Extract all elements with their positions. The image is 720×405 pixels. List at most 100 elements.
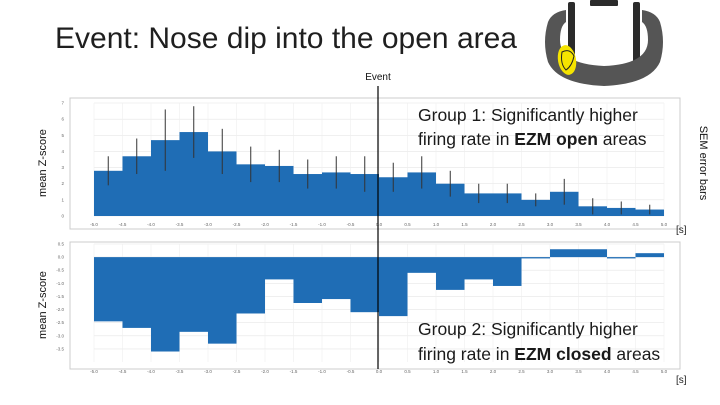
bottom-bar [179, 257, 208, 332]
top-annotation-pre: firing rate in [418, 129, 514, 149]
bottom-y-tick-label: -3.0 [56, 333, 64, 338]
bottom-bar [578, 249, 607, 258]
bottom-unit-label: [s] [676, 375, 687, 386]
bottom-bar [151, 257, 180, 352]
bottom-x-tick-label: 2.0 [490, 369, 497, 374]
bottom-bar [293, 257, 322, 303]
bottom-bars [94, 249, 664, 352]
top-y-tick-label: 3 [61, 165, 64, 170]
bottom-bar [122, 257, 151, 328]
top-bar [464, 193, 493, 216]
bottom-x-tick-label: 0.0 [376, 369, 383, 374]
top-bar [493, 193, 522, 216]
bottom-bar [493, 257, 522, 286]
top-error-bars [107, 106, 651, 215]
top-x-tick-label: 4.0 [604, 222, 611, 227]
bottom-x-tick-label: 3.5 [575, 369, 582, 374]
top-x-tick-label: 0.0 [376, 222, 383, 227]
bottom-bar [436, 257, 465, 290]
maze-top-bar [590, 0, 618, 6]
top-annotation-line2: firing rate in EZM open areas [418, 129, 647, 149]
bottom-bar [350, 257, 379, 313]
top-x-tick-label: -5.0 [90, 222, 98, 227]
top-y-tick-label: 5 [61, 133, 64, 138]
top-x-tick-label: -1.5 [290, 222, 298, 227]
bottom-bar [607, 257, 636, 259]
top-x-tick-label: -1.0 [318, 222, 326, 227]
bottom-bar [464, 257, 493, 280]
bottom-x-tick-label: -2.0 [261, 369, 269, 374]
mouse-icon [561, 50, 575, 71]
top-y-tick-labels: 0 1 2 3 4 5 6 7 [61, 101, 64, 219]
bottom-x-tick-label: -0.5 [347, 369, 355, 374]
top-x-tick-label: 0.5 [404, 222, 411, 227]
event-label: Event [365, 72, 391, 83]
bottom-annotation-post: areas [612, 344, 661, 364]
top-unit-label: [s] [676, 225, 687, 236]
top-y-tick-label: 7 [61, 101, 64, 106]
top-x-tick-label: 3.5 [575, 222, 582, 227]
bottom-annotation-line2: firing rate in EZM closed areas [418, 344, 660, 364]
bottom-x-tick-label: -3.0 [204, 369, 212, 374]
bottom-bar [635, 253, 664, 258]
bottom-x-tick-label: -3.5 [176, 369, 184, 374]
bottom-y-tick-label: 0.0 [58, 255, 65, 260]
top-y-tick-label: 0 [61, 214, 64, 219]
bottom-x-tick-label: 1.0 [433, 369, 440, 374]
top-x-tick-label: -4.5 [119, 222, 127, 227]
bottom-y-tick-label: -2.5 [56, 320, 64, 325]
bottom-bar [208, 257, 237, 344]
top-x-tick-label: 4.5 [632, 222, 639, 227]
top-annotation-post: areas [598, 129, 647, 149]
top-y-tick-label: 1 [61, 197, 64, 202]
bottom-x-tick-label: 0.5 [404, 369, 411, 374]
bottom-x-tick-label: -2.5 [233, 369, 241, 374]
bottom-x-tick-label: 4.0 [604, 369, 611, 374]
top-panel: 0 1 2 3 4 5 6 7 -5.0 -4.5 -4.0 -3.5 -3.0 -2.5 -2.0 -1.… [37, 97, 709, 236]
top-y-tick-label: 4 [61, 149, 64, 154]
top-x-tick-label: -2.0 [261, 222, 269, 227]
bottom-annotation-bold: EZM closed [514, 344, 611, 364]
bottom-annotation-line1: Group 2: Significantly higher [418, 319, 638, 339]
top-bar [521, 199, 550, 216]
bottom-x-tick-label: 5.0 [661, 369, 668, 374]
bottom-x-tick-label: -4.0 [147, 369, 155, 374]
top-x-tick-label: 1.5 [461, 222, 468, 227]
bottom-x-tick-label: 4.5 [632, 369, 639, 374]
bottom-y-tick-label: -1.5 [56, 294, 64, 299]
top-x-tick-label: -3.5 [176, 222, 184, 227]
elevated-zero-maze-icon [545, 0, 663, 86]
bottom-bar [521, 257, 550, 259]
bottom-bar [94, 257, 123, 322]
bottom-x-tick-label: -4.5 [119, 369, 127, 374]
bottom-y-tick-label: -2.0 [56, 307, 64, 312]
bottom-y-tick-label: -1.0 [56, 281, 64, 286]
slide-title: Event: Nose dip into the open area [55, 22, 517, 55]
bottom-annotation-pre: firing rate in [418, 344, 514, 364]
top-x-tick-label: 2.5 [518, 222, 525, 227]
bottom-y-tick-label: -0.5 [56, 268, 64, 273]
bottom-bar [265, 257, 294, 280]
bottom-x-tick-label: -1.0 [318, 369, 326, 374]
top-bars [94, 132, 664, 216]
top-annotation-bold: EZM open [514, 129, 598, 149]
top-x-tick-label: -0.5 [347, 222, 355, 227]
top-y-tick-label: 2 [61, 181, 64, 186]
top-x-tick-label: 1.0 [433, 222, 440, 227]
bottom-y-tick-labels: 0.5 0.0 -0.5 -1.0 -1.5 -2.0 -2.5 -3.0 -3.5 [56, 242, 64, 352]
top-y-tick-label: 6 [61, 117, 64, 122]
top-x-tick-label: -4.0 [147, 222, 155, 227]
top-x-tick-label: -2.5 [233, 222, 241, 227]
bottom-x-tick-label: 3.0 [547, 369, 554, 374]
bottom-y-axis-label: mean Z-score [37, 271, 49, 339]
top-x-tick-label: 5.0 [661, 222, 668, 227]
bottom-panel: 0.5 0.0 -0.5 -1.0 -1.5 -2.0 -2.5 -3.0 -3.5 -5.0 -… [37, 241, 687, 386]
bottom-x-tick-label: -5.0 [90, 369, 98, 374]
top-x-tick-label: 3.0 [547, 222, 554, 227]
bottom-bar [322, 257, 351, 300]
top-annotation-line1: Group 1: Significantly higher [418, 105, 638, 125]
bottom-x-tick-labels: -5.0 -4.5 -4.0 -3.5 -3.0 -2.5 -2.0 -1.5 -1.0 -0.5… [90, 369, 668, 374]
top-x-tick-label: 2.0 [490, 222, 497, 227]
bottom-bar [379, 257, 408, 317]
